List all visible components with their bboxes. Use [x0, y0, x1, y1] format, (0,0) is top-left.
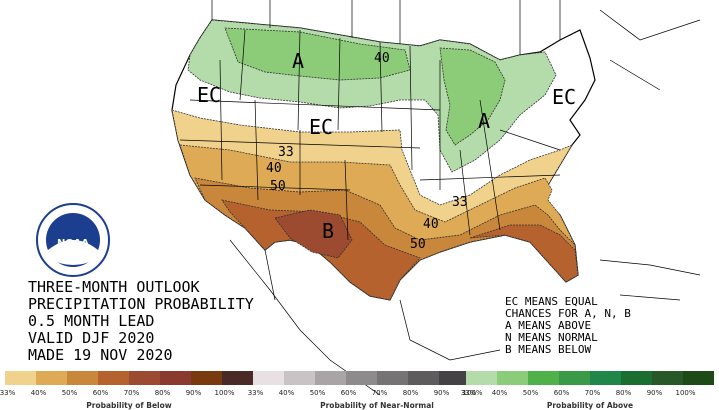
- note-line-5: B MEANS BELOW: [505, 343, 591, 356]
- below-70: [274, 209, 353, 259]
- contour-label-40-plains: 40: [266, 161, 282, 176]
- label-above-north: A: [292, 49, 304, 73]
- label-ec-central: EC: [309, 115, 333, 139]
- normal-swatch-0: [253, 371, 284, 385]
- above-swatch-5: [621, 371, 652, 385]
- label-above-ohio: A: [478, 109, 490, 133]
- title-line-4: VALID DJF 2020: [28, 329, 154, 347]
- below-swatch-6: [191, 371, 222, 385]
- above-ohio-40: [439, 47, 506, 146]
- below-swatch-4: [129, 371, 160, 385]
- below-scale-ticks: 33% 40% 50% 60% 70% 80% 90% 100%: [0, 389, 240, 397]
- contour-label-40-north: 40: [374, 51, 390, 66]
- normal-swatch-3: [346, 371, 377, 385]
- normal-scale: [253, 371, 501, 385]
- label-ec-east: EC: [552, 85, 576, 109]
- below-tick-4: 70%: [123, 389, 140, 397]
- below-swatch-1: [36, 371, 67, 385]
- noaa-logo-name: NOAA: [57, 238, 89, 249]
- normal-scale-ticks: 33% 40% 50% 60% 70% 80% 90% 100%: [240, 389, 488, 397]
- above-swatch-1: [497, 371, 528, 385]
- normal-swatch-5: [408, 371, 439, 385]
- state-lines: [179, 29, 561, 241]
- below-tick-0: 33%: [0, 389, 16, 397]
- above-swatch-7: [683, 371, 714, 385]
- above-tick-6: 90%: [646, 389, 663, 397]
- above-tick-2: 50%: [522, 389, 539, 397]
- note-line-4: N MEANS NORMAL: [505, 331, 598, 344]
- normal-tick-4: 70%: [371, 389, 388, 397]
- normal-tick-3: 60%: [340, 389, 357, 397]
- above-tick-7: 100%: [675, 389, 696, 397]
- above-swatch-0: [466, 371, 497, 385]
- title-line-2: PRECIPITATION PROBABILITY: [28, 295, 254, 313]
- above-scale-caption: Probability of Above: [546, 401, 634, 410]
- above-tick-0: 33%: [460, 389, 477, 397]
- contour-label-50-south: 50: [410, 237, 426, 252]
- contour-label-40-south: 40: [423, 217, 439, 232]
- above-scale: [466, 371, 714, 385]
- label-below-south: B: [322, 219, 334, 243]
- below-tick-6: 90%: [185, 389, 202, 397]
- below-tick-7: 100%: [214, 389, 235, 397]
- above-tick-4: 70%: [584, 389, 601, 397]
- below-swatch-3: [98, 371, 129, 385]
- title-line-5: MADE 19 NOV 2020: [28, 346, 173, 364]
- above-swatch-6: [652, 371, 683, 385]
- above-swatch-2: [528, 371, 559, 385]
- normal-scale-caption: Probability of Near-Normal: [320, 401, 434, 410]
- normal-tick-0: 33%: [247, 389, 264, 397]
- normal-tick-1: 40%: [278, 389, 295, 397]
- below-swatch-2: [67, 371, 98, 385]
- normal-swatch-6: [439, 371, 470, 385]
- note-line-2: CHANCES FOR A, N, B: [505, 307, 631, 320]
- normal-swatch-4: [377, 371, 408, 385]
- above-scale-ticks: 33% 40% 50% 60% 70% 80% 90% 100%: [453, 389, 701, 397]
- below-swatch-0: [5, 371, 36, 385]
- below-scale: [5, 371, 253, 385]
- normal-tick-2: 50%: [309, 389, 326, 397]
- normal-tick-6: 90%: [433, 389, 450, 397]
- below-tick-1: 40%: [30, 389, 47, 397]
- note-line-1: EC MEANS EQUAL: [505, 295, 598, 308]
- below-tick-3: 60%: [92, 389, 109, 397]
- label-ec-west: EC: [197, 83, 221, 107]
- normal-swatch-1: [284, 371, 315, 385]
- above-tick-1: 40%: [491, 389, 508, 397]
- title-line-3: 0.5 MONTH LEAD: [28, 312, 154, 330]
- above-tick-3: 60%: [553, 389, 570, 397]
- normal-swatch-2: [315, 371, 346, 385]
- below-tick-5: 80%: [154, 389, 171, 397]
- contour-label-33-east: 33: [452, 195, 468, 210]
- noaa-logo: NOAA: [36, 203, 110, 277]
- title-line-1: THREE-MONTH OUTLOOK: [28, 278, 200, 296]
- note-line-3: A MEANS ABOVE: [505, 319, 591, 332]
- below-swatch-7: [222, 371, 253, 385]
- contour-label-33-plains: 33: [278, 145, 294, 160]
- below-swatch-5: [160, 371, 191, 385]
- above-swatch-3: [559, 371, 590, 385]
- contour-label-50-plains: 50: [270, 179, 286, 194]
- below-tick-2: 50%: [61, 389, 78, 397]
- normal-tick-5: 80%: [402, 389, 419, 397]
- above-swatch-4: [590, 371, 621, 385]
- normal-tick-7: 100%: [462, 389, 483, 397]
- below-scale-caption: Probability of Below: [86, 401, 172, 410]
- above-tick-5: 80%: [615, 389, 632, 397]
